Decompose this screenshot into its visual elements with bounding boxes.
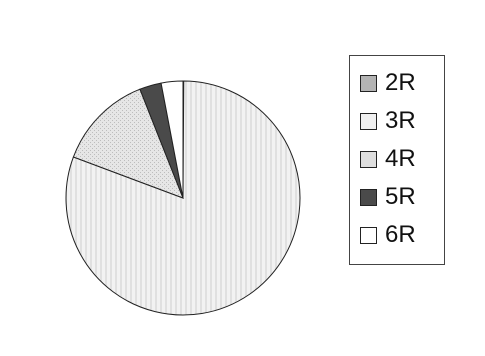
legend-item-4r: 4R [360, 144, 416, 174]
legend-item-5r: 5R [360, 182, 416, 212]
legend-swatch [360, 226, 377, 244]
legend-swatch [360, 150, 377, 168]
legend-swatch [360, 188, 377, 206]
pie-slice-4r [72, 88, 184, 199]
legend-label: 5R [385, 183, 416, 210]
legend-item-2r: 2R [360, 68, 416, 98]
legend-label: 4R [385, 145, 416, 172]
legend-item-6r: 6R [360, 220, 416, 250]
legend-label: 3R [385, 107, 416, 134]
legend-label: 6R [385, 221, 416, 248]
legend-item-3r: 3R [360, 106, 416, 136]
legend: 2R 3R 4R 5R 6R [349, 55, 445, 265]
pie-slice-6r [160, 80, 184, 199]
pie-slices [65, 80, 301, 316]
legend-label: 2R [385, 69, 416, 96]
legend-swatch [360, 74, 377, 92]
legend-swatch [360, 112, 377, 130]
